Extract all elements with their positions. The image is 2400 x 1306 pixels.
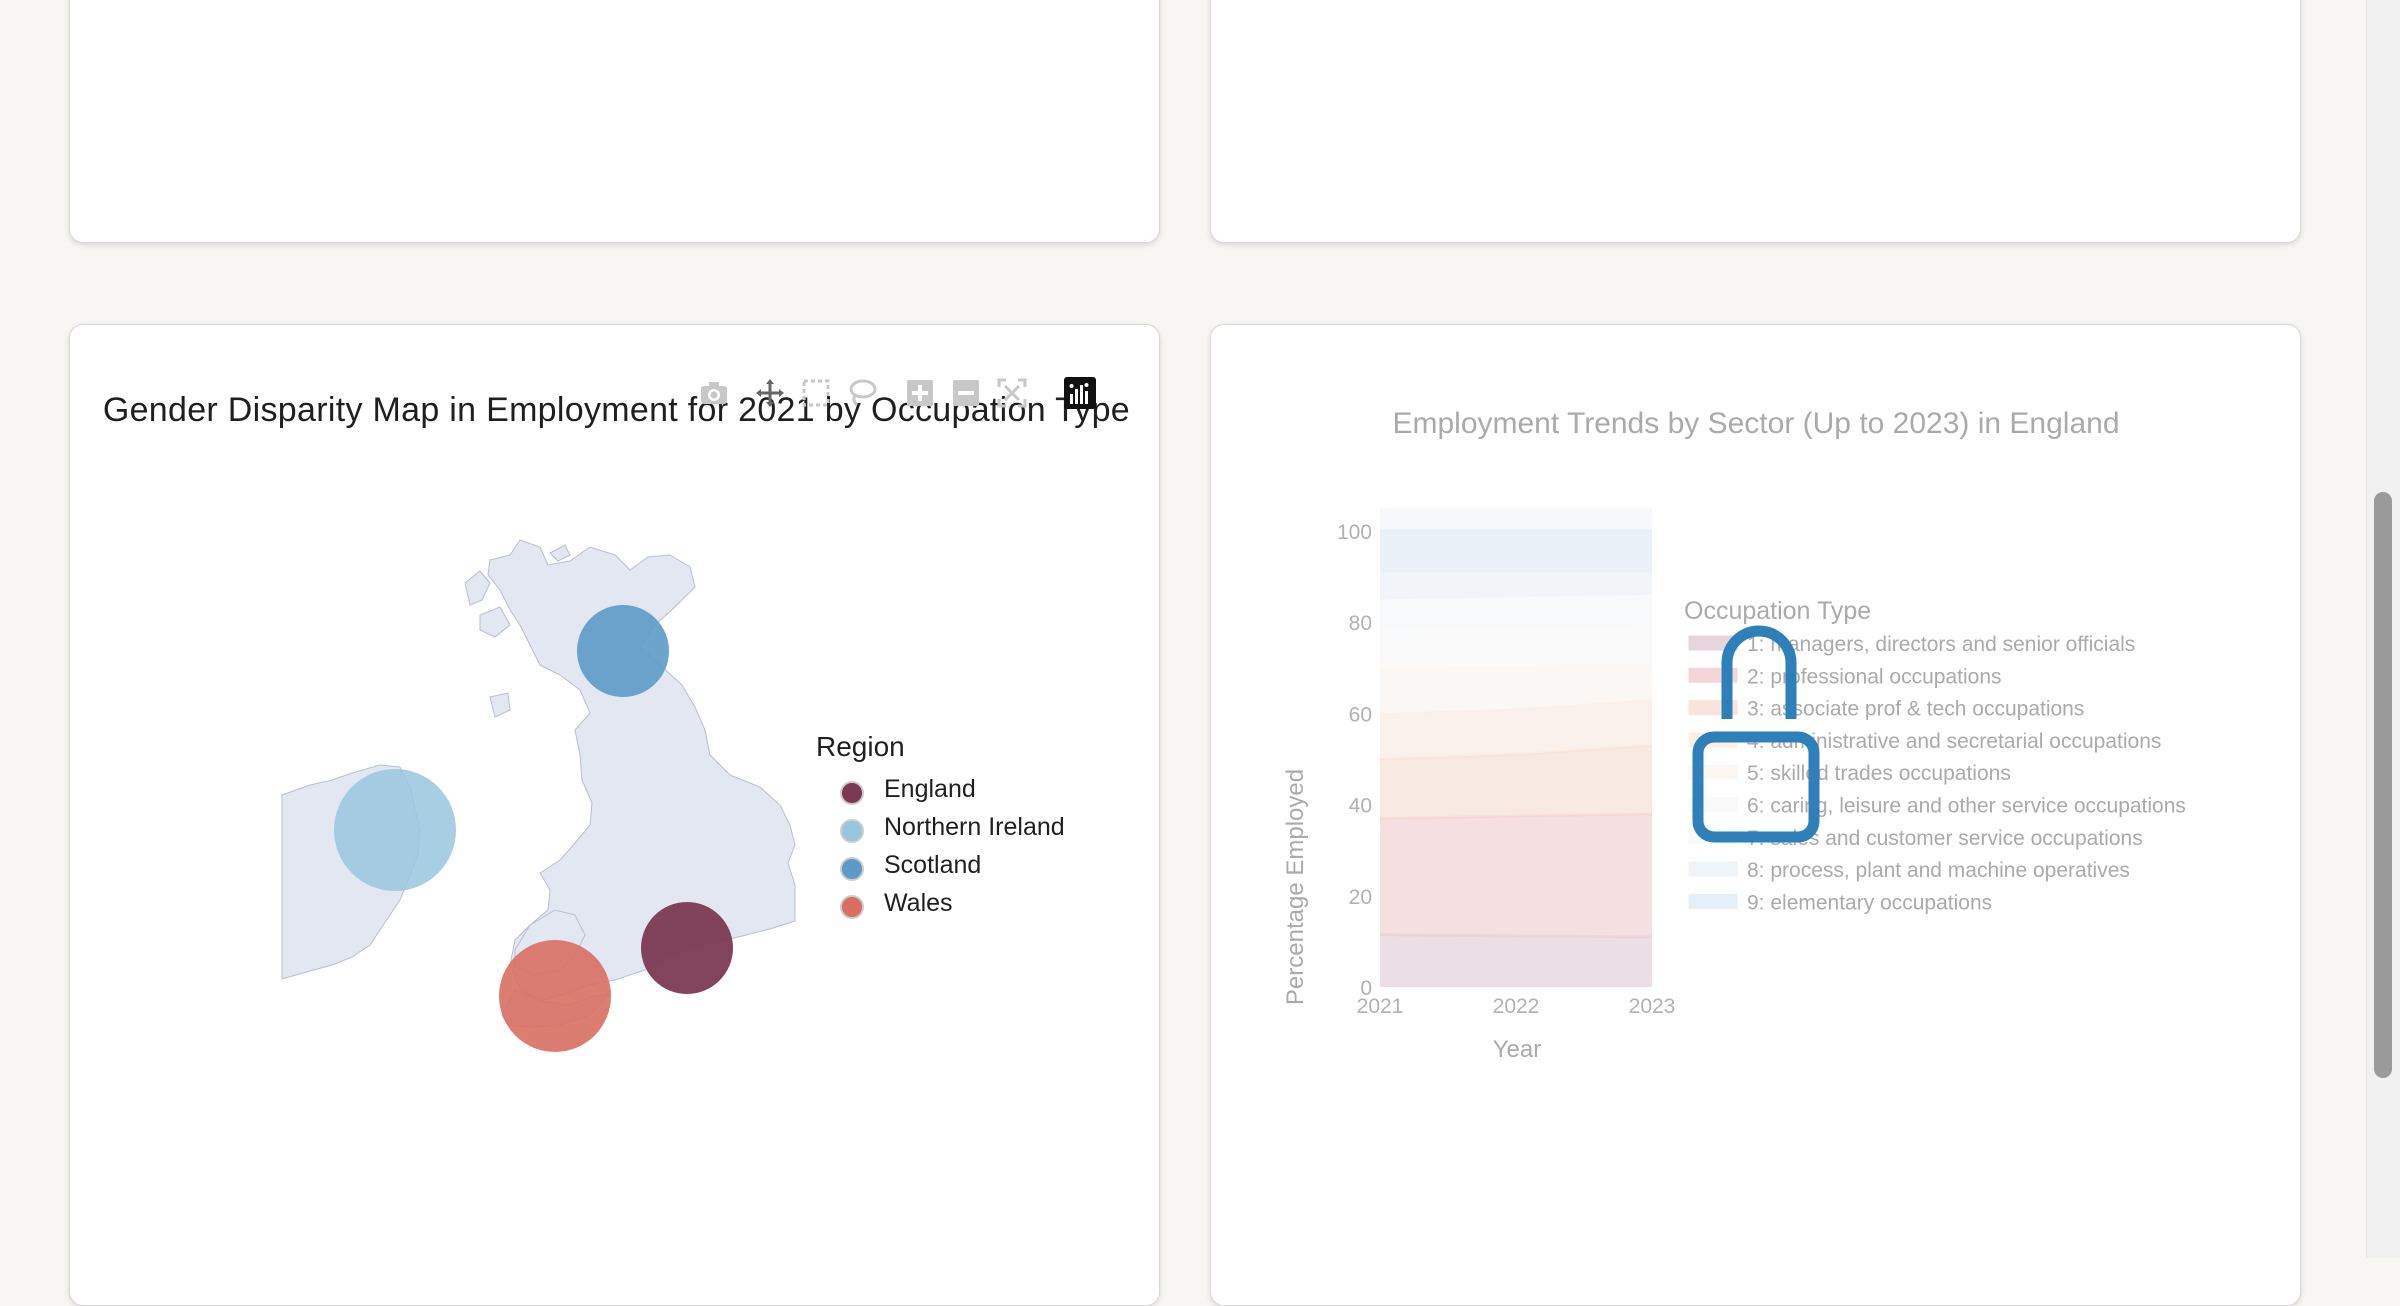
chart-card-top-right: [1210, 0, 2301, 243]
x-axis-ticks: 2021 2022 2023: [1357, 995, 1676, 1018]
trend-legend-swatch[interactable]: [1688, 861, 1738, 877]
legend-label-wales: Wales: [884, 889, 953, 917]
trend-chart-title: Employment Trends by Sector (Up to 2023)…: [1392, 407, 2119, 440]
y-tick-label: 20: [1349, 886, 1372, 909]
plotly-logo-icon[interactable]: [1062, 375, 1098, 411]
trend-legend-label[interactable]: 8: process, plant and machine operatives: [1747, 859, 2130, 882]
area-line-4: [1379, 698, 1653, 715]
trend-chart[interactable]: Employment Trends by Sector (Up to 2023)…: [1211, 325, 2300, 1305]
y-axis-title: Percentage Employed: [1282, 769, 1309, 1005]
map-plot[interactable]: [70, 325, 1159, 1305]
trend-legend-label[interactable]: 5: skilled trades occupations: [1747, 762, 2011, 785]
area-series-8[interactable]: [1380, 572, 1652, 600]
lasso-icon[interactable]: [844, 375, 880, 411]
bubble-wales[interactable]: [499, 940, 611, 1052]
trend-legend: 1: managers, directors and senior offici…: [1688, 633, 2186, 914]
bubble-northern-ireland[interactable]: [334, 769, 456, 891]
trend-legend-label[interactable]: 3: associate prof & tech occupations: [1747, 698, 2084, 721]
camera-icon[interactable]: [696, 375, 732, 411]
area-line-5: [1379, 661, 1653, 670]
skye-shape: [479, 606, 511, 638]
y-tick-label: 100: [1337, 521, 1372, 544]
area-series-9[interactable]: [1380, 531, 1652, 573]
y-tick-label: 60: [1349, 703, 1372, 726]
pan-icon[interactable]: [752, 375, 788, 411]
trend-card: Employment Trends by Sector (Up to 2023)…: [1210, 324, 2301, 1306]
trend-legend-label[interactable]: 9: elementary occupations: [1747, 891, 1992, 914]
bubble-england[interactable]: [641, 902, 733, 994]
x-tick-label: 2021: [1357, 995, 1404, 1018]
orkney-shape: [549, 544, 571, 562]
plot-background: [1380, 508, 1652, 987]
autoscale-icon[interactable]: [994, 375, 1030, 411]
area-series-7[interactable]: [1380, 594, 1652, 632]
zoom-in-icon[interactable]: [902, 375, 938, 411]
legend-item-wales[interactable]: Wales: [838, 885, 1158, 923]
trend-legend-title: Occupation Type: [1684, 597, 1871, 625]
hebrides-shape: [464, 570, 491, 606]
area-line-3: [1379, 743, 1653, 761]
area-layers: [1379, 508, 1653, 987]
chart-card-top-left: [69, 0, 1160, 243]
x-tick-label: 2023: [1629, 995, 1676, 1018]
legend-label-england: England: [884, 775, 976, 803]
legend-label-scotland: Scotland: [884, 851, 982, 879]
zoom-out-icon[interactable]: [948, 375, 984, 411]
trend-legend-label[interactable]: 2: professional occupations: [1747, 665, 2002, 688]
trend-legend-label[interactable]: 4: administrative and secretarial occupa…: [1747, 730, 2161, 753]
legend-item-england[interactable]: England: [838, 771, 1158, 809]
area-series-2[interactable]: [1380, 813, 1652, 937]
bubble-scotland[interactable]: [577, 605, 669, 697]
lock-cursor-icon: [1692, 625, 1820, 843]
legend-label-northern-ireland: Northern Ireland: [884, 813, 1065, 841]
area-series-4[interactable]: [1380, 699, 1652, 759]
map-legend-title: Region: [816, 731, 905, 762]
map-card: Gender Disparity Map in Employment for 2…: [69, 324, 1160, 1306]
area-series-5[interactable]: [1380, 663, 1652, 714]
x-tick-label: 2022: [1493, 995, 1540, 1018]
trend-legend-label[interactable]: 7: sales and customer service occupation…: [1747, 827, 2143, 850]
islay-shape: [489, 692, 511, 718]
y-tick-label: 0: [1360, 977, 1372, 1000]
y-axis-ticks: 0 20 40 60 80 100: [1337, 521, 1372, 1000]
area-series-6[interactable]: [1380, 626, 1652, 668]
trend-legend-swatch[interactable]: [1688, 893, 1738, 909]
area-series-1[interactable]: [1380, 934, 1652, 987]
area-line-1: [1379, 933, 1653, 939]
y-tick-label: 40: [1349, 795, 1372, 818]
area-line-2: [1379, 812, 1653, 820]
area-line-6: [1379, 625, 1653, 633]
y-tick-label: 80: [1349, 612, 1372, 635]
area-line-7: [1379, 593, 1653, 601]
plot-modebar: [696, 375, 1156, 411]
box-select-icon[interactable]: [798, 375, 834, 411]
page-scrollbar-thumb[interactable]: [2374, 492, 2392, 1078]
x-axis-title: Year: [1493, 1036, 1542, 1063]
trend-legend-label[interactable]: 6: caring, leisure and other service occ…: [1747, 795, 2186, 818]
legend-item-northern-ireland[interactable]: Northern Ireland: [838, 809, 1158, 847]
legend-item-scotland[interactable]: Scotland: [838, 847, 1158, 885]
area-series-3[interactable]: [1380, 745, 1652, 819]
trend-legend-label[interactable]: 1: managers, directors and senior offici…: [1747, 633, 2135, 656]
